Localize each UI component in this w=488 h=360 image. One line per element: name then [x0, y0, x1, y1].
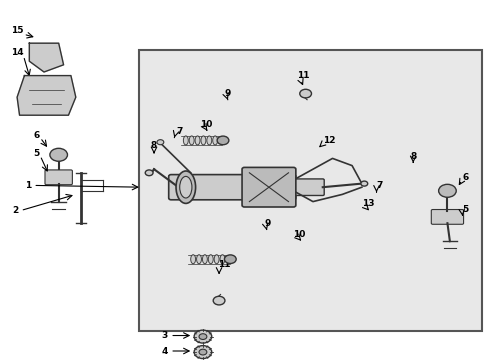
- Ellipse shape: [208, 255, 213, 264]
- Text: 2: 2: [12, 206, 19, 215]
- Ellipse shape: [202, 255, 207, 264]
- Circle shape: [217, 136, 228, 145]
- Ellipse shape: [176, 171, 195, 203]
- Circle shape: [199, 349, 206, 355]
- FancyBboxPatch shape: [242, 167, 295, 207]
- FancyBboxPatch shape: [291, 179, 324, 195]
- Ellipse shape: [189, 136, 194, 145]
- Circle shape: [438, 184, 455, 197]
- Circle shape: [224, 255, 236, 264]
- Ellipse shape: [220, 255, 224, 264]
- Ellipse shape: [206, 136, 211, 145]
- Polygon shape: [29, 43, 63, 72]
- Text: 7: 7: [376, 181, 382, 190]
- Circle shape: [157, 140, 163, 145]
- Text: 12: 12: [322, 136, 335, 145]
- Ellipse shape: [195, 136, 200, 145]
- Circle shape: [360, 181, 367, 186]
- Ellipse shape: [180, 176, 192, 198]
- Text: 9: 9: [264, 219, 270, 228]
- Circle shape: [194, 346, 211, 359]
- Text: 9: 9: [224, 89, 231, 98]
- Ellipse shape: [196, 255, 201, 264]
- Text: 8: 8: [410, 152, 416, 161]
- Circle shape: [199, 334, 206, 339]
- Text: 8: 8: [150, 141, 157, 150]
- Text: 5: 5: [33, 149, 40, 158]
- Text: 10: 10: [293, 230, 305, 239]
- FancyBboxPatch shape: [430, 210, 463, 224]
- Text: 6: 6: [461, 173, 468, 182]
- Text: 11: 11: [217, 260, 230, 269]
- Text: 13: 13: [361, 199, 374, 208]
- Text: 5: 5: [461, 205, 468, 214]
- Circle shape: [213, 296, 224, 305]
- Text: 4: 4: [161, 346, 167, 356]
- Text: 10: 10: [200, 120, 212, 129]
- Circle shape: [145, 170, 153, 176]
- Text: 11: 11: [297, 71, 309, 80]
- Ellipse shape: [190, 255, 195, 264]
- Circle shape: [194, 330, 211, 343]
- Text: 14: 14: [11, 48, 23, 57]
- Text: 1: 1: [25, 181, 32, 190]
- Circle shape: [50, 148, 67, 161]
- Ellipse shape: [214, 255, 219, 264]
- Ellipse shape: [183, 136, 188, 145]
- Text: 3: 3: [161, 331, 167, 340]
- Bar: [139, 50, 481, 331]
- Polygon shape: [17, 76, 76, 115]
- FancyBboxPatch shape: [45, 170, 72, 185]
- Ellipse shape: [201, 136, 205, 145]
- Text: 15: 15: [11, 26, 23, 35]
- Text: 6: 6: [33, 131, 40, 140]
- Ellipse shape: [212, 136, 217, 145]
- Text: 7: 7: [176, 127, 182, 136]
- FancyBboxPatch shape: [168, 175, 295, 200]
- Circle shape: [299, 89, 311, 98]
